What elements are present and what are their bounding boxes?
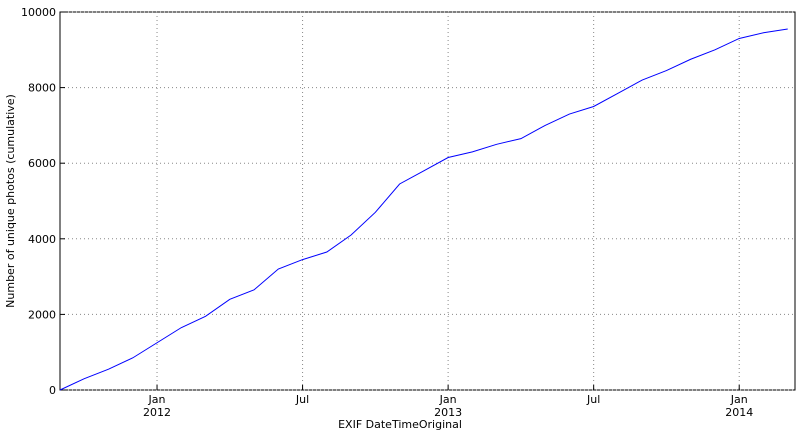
x-tick-label: Jan 2012 bbox=[143, 393, 171, 419]
y-tick-label: 0 bbox=[49, 384, 56, 397]
y-tick-label: 8000 bbox=[28, 82, 56, 95]
y-axis-label: Number of unique photos (cumulative) bbox=[4, 94, 17, 308]
x-tick-label: Jan 2013 bbox=[434, 393, 462, 419]
x-tick-label: Jan 2014 bbox=[725, 393, 753, 419]
y-tick-label: 6000 bbox=[28, 157, 56, 170]
y-tick-label: 10000 bbox=[21, 6, 56, 19]
data-line bbox=[59, 28, 788, 391]
plot-frame bbox=[59, 11, 796, 391]
x-tick-label: Jul bbox=[586, 393, 600, 406]
y-tick-label: 4000 bbox=[28, 233, 56, 246]
x-tick-label: Jul bbox=[295, 393, 309, 406]
x-axis-label: EXIF DateTimeOriginal bbox=[338, 418, 462, 431]
y-tick-label: 2000 bbox=[28, 308, 56, 321]
